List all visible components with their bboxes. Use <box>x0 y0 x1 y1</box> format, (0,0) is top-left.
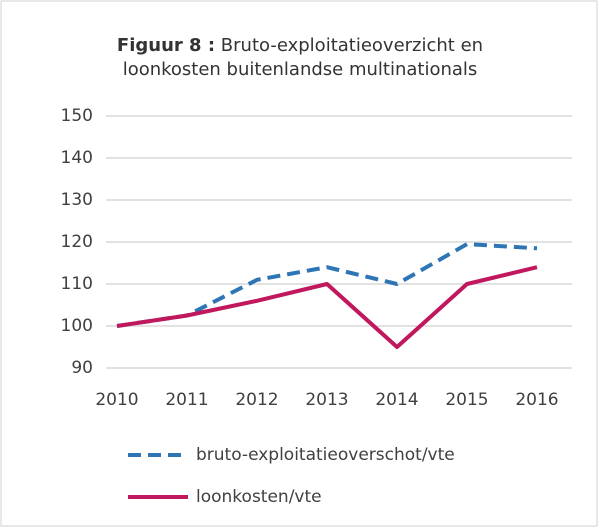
y-tick-label: 140 <box>61 148 93 168</box>
title-label: Figuur 8 : <box>117 35 215 56</box>
x-tick-label: 2015 <box>445 390 488 410</box>
x-tick-label: 2012 <box>235 390 278 410</box>
chart-title: Figuur 8 : Bruto-exploitatieoverzicht en <box>117 35 483 56</box>
series-line <box>116 265 538 349</box>
legend-label: bruto-exploitatieoverschot/vte <box>196 445 455 465</box>
y-tick-label: 110 <box>61 274 93 294</box>
x-tick-label: 2011 <box>165 390 208 410</box>
x-tick-label: 2014 <box>375 390 418 410</box>
x-tick-label: 2016 <box>515 390 558 410</box>
title-line: Bruto-exploitatieoverzicht en <box>221 35 483 56</box>
y-tick-label: 120 <box>61 232 93 252</box>
y-tick-label: 130 <box>61 190 93 210</box>
x-tick-label: 2010 <box>95 390 138 410</box>
y-tick-label: 100 <box>61 316 93 336</box>
x-tick-label: 2013 <box>305 390 348 410</box>
legend-label: loonkosten/vte <box>196 487 322 507</box>
y-tick-label: 150 <box>61 106 93 126</box>
title-line: loonkosten buitenlandse multinationals <box>123 59 478 80</box>
y-tick-label: 90 <box>71 358 93 378</box>
